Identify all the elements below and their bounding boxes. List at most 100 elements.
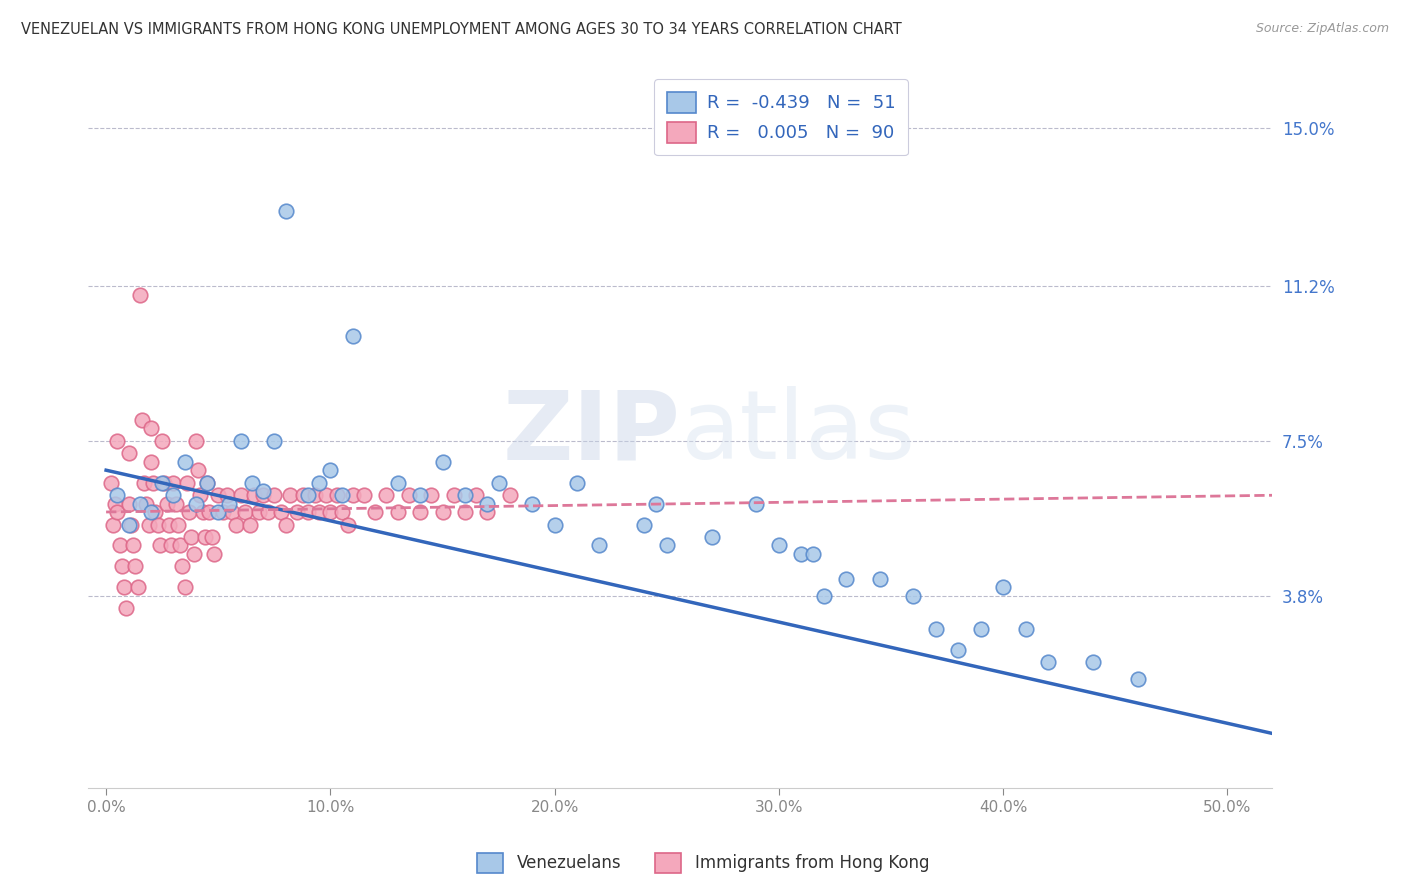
Point [101, 517, 124, 532]
Point [184, 497, 207, 511]
Point [225, 517, 247, 532]
Point [131, 413, 153, 427]
Point [139, 505, 162, 519]
Point [195, 475, 218, 490]
Point [122, 538, 145, 552]
Point [477, 497, 499, 511]
Point [173, 580, 195, 594]
Point [315, 488, 337, 502]
Point [195, 475, 218, 490]
Point [319, 505, 342, 519]
Point [207, 505, 229, 519]
Point [150, 434, 173, 448]
Point [633, 517, 655, 532]
Point [134, 475, 156, 490]
Point [644, 497, 666, 511]
Point [139, 455, 162, 469]
Point [813, 589, 835, 603]
Point [229, 434, 252, 448]
Point [835, 572, 858, 586]
Point [263, 488, 285, 502]
Point [104, 497, 127, 511]
Point [115, 601, 138, 615]
Point [145, 505, 167, 519]
Point [353, 488, 375, 502]
Point [183, 547, 205, 561]
Point [326, 488, 349, 502]
Point [342, 488, 364, 502]
Point [150, 475, 173, 490]
Point [270, 505, 292, 519]
Point [207, 488, 229, 502]
Point [342, 329, 364, 343]
Point [297, 488, 319, 502]
Point [420, 488, 443, 502]
Point [167, 517, 190, 532]
Point [522, 497, 544, 511]
Point [948, 643, 970, 657]
Point [337, 517, 360, 532]
Point [120, 517, 142, 532]
Point [202, 547, 225, 561]
Point [221, 505, 243, 519]
Point [1014, 622, 1036, 636]
Point [188, 488, 211, 502]
Point [304, 488, 326, 502]
Point [139, 421, 162, 435]
Point [252, 488, 274, 502]
Text: Source: ZipAtlas.com: Source: ZipAtlas.com [1256, 22, 1389, 36]
Point [252, 484, 274, 499]
Point [112, 580, 135, 594]
Point [211, 505, 233, 519]
Point [745, 497, 768, 511]
Point [105, 505, 128, 519]
Legend: Venezuelans, Immigrants from Hong Kong: Venezuelans, Immigrants from Hong Kong [470, 847, 936, 880]
Point [364, 505, 387, 519]
Point [454, 505, 477, 519]
Point [499, 488, 522, 502]
Point [243, 488, 266, 502]
Point [308, 505, 330, 519]
Point [173, 455, 195, 469]
Point [263, 434, 285, 448]
Point [1081, 656, 1104, 670]
Point [108, 538, 131, 552]
Point [128, 497, 150, 511]
Point [409, 505, 432, 519]
Point [274, 204, 297, 219]
Point [153, 475, 176, 490]
Point [142, 475, 165, 490]
Point [240, 475, 263, 490]
Point [330, 488, 353, 502]
Point [191, 505, 214, 519]
Point [655, 538, 678, 552]
Legend: R =  -0.439   N =  51, R =   0.005   N =  90: R = -0.439 N = 51, R = 0.005 N = 90 [654, 79, 908, 155]
Point [117, 497, 139, 511]
Point [398, 488, 420, 502]
Point [157, 517, 180, 532]
Point [1036, 656, 1059, 670]
Point [105, 434, 128, 448]
Point [160, 538, 183, 552]
Point [165, 497, 187, 511]
Point [970, 622, 993, 636]
Point [117, 517, 139, 532]
Point [247, 505, 270, 519]
Point [127, 580, 149, 594]
Point [135, 497, 157, 511]
Point [292, 488, 315, 502]
Text: VENEZUELAN VS IMMIGRANTS FROM HONG KONG UNEMPLOYMENT AMONG AGES 30 TO 34 YEARS C: VENEZUELAN VS IMMIGRANTS FROM HONG KONG … [21, 22, 901, 37]
Text: atlas: atlas [681, 386, 915, 479]
Point [274, 517, 297, 532]
Point [138, 517, 160, 532]
Point [297, 505, 319, 519]
Point [128, 287, 150, 301]
Point [162, 475, 184, 490]
Text: ZIP: ZIP [502, 386, 681, 479]
Point [117, 446, 139, 460]
Point [801, 547, 824, 561]
Point [387, 505, 409, 519]
Point [465, 488, 488, 502]
Point [285, 505, 308, 519]
Point [200, 530, 222, 544]
